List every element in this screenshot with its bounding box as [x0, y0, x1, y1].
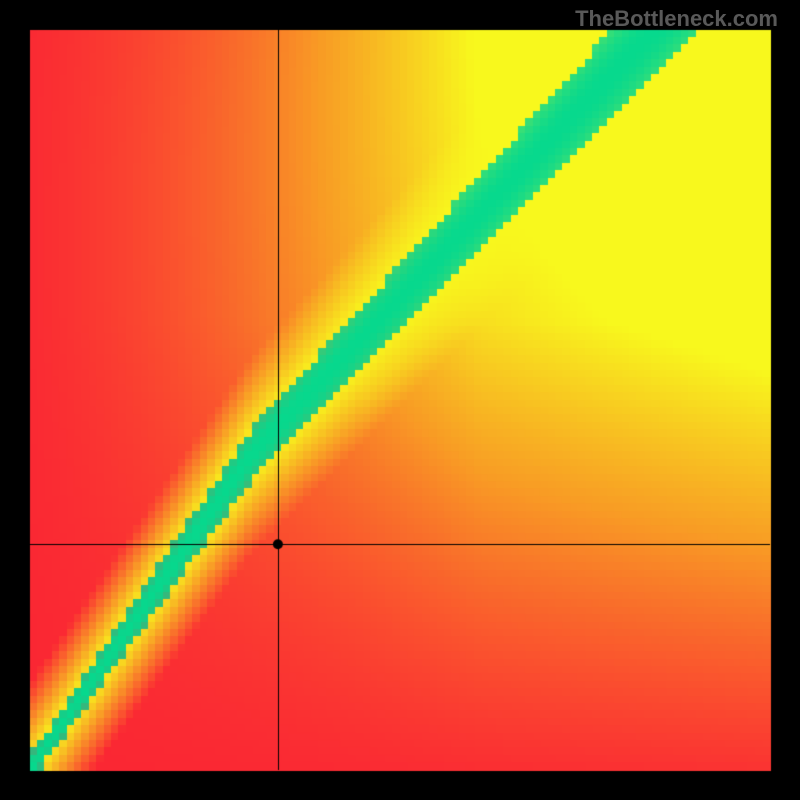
watermark-text: TheBottleneck.com: [575, 6, 778, 32]
heatmap-canvas: [0, 0, 800, 800]
chart-container: TheBottleneck.com: [0, 0, 800, 800]
